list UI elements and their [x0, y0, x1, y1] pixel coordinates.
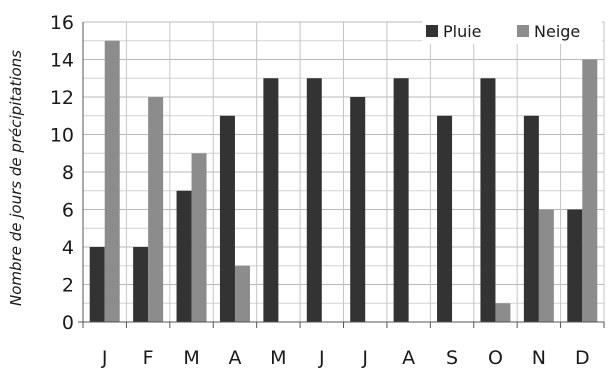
y-tick-label: 6	[62, 200, 74, 222]
y-tick-label: 2	[62, 275, 74, 297]
bar-neige-2	[191, 153, 207, 322]
legend-swatch-pluie	[426, 25, 438, 37]
bar-pluie-4	[263, 78, 279, 322]
bar-pluie-5	[306, 78, 322, 322]
bar-pluie-7	[393, 78, 409, 322]
x-tick-label: J	[318, 347, 325, 369]
x-tick-label: A	[402, 347, 415, 369]
bar-pluie-0	[89, 247, 105, 322]
y-tick-label: 12	[50, 87, 74, 109]
x-tick-label: D	[575, 347, 590, 369]
y-tick-label: 4	[62, 237, 74, 259]
bar-pluie-3	[219, 115, 235, 322]
x-tick-label: O	[488, 347, 503, 369]
bar-pluie-8	[437, 115, 453, 322]
y-tick-label: 14	[50, 50, 74, 72]
x-tick-label: M	[270, 347, 286, 369]
x-tick-label: N	[532, 347, 546, 369]
legend-swatch-neige	[517, 25, 529, 37]
bar-pluie-6	[350, 97, 366, 322]
bars	[89, 40, 598, 322]
y-tick-labels: 0 2 4 6 8 10 12 14 16	[50, 12, 74, 334]
y-tick-label: 0	[62, 312, 74, 334]
bar-pluie-10	[523, 115, 539, 322]
bar-neige-0	[104, 40, 120, 322]
y-tick-label: 10	[50, 125, 74, 147]
legend-background	[422, 18, 602, 44]
y-tick-label: 8	[62, 162, 74, 184]
x-tick-label: J	[361, 347, 368, 369]
x-tick-label: J	[101, 347, 108, 369]
bar-pluie-9	[480, 78, 496, 322]
bar-pluie-11	[567, 209, 583, 322]
axes	[78, 22, 605, 328]
x-tick-label: S	[446, 347, 458, 369]
bar-neige-10	[538, 209, 554, 322]
bar-neige-1	[148, 97, 164, 322]
legend-label-neige: Neige	[534, 22, 580, 41]
x-tick-label: A	[228, 347, 241, 369]
y-axis-label: Nombre de jours de précipitations	[7, 50, 25, 306]
x-tick-label: M	[183, 347, 199, 369]
bar-neige-11	[582, 59, 598, 322]
bar-pluie-1	[133, 247, 149, 322]
legend-label-pluie: Pluie	[443, 22, 482, 41]
x-tick-label: F	[143, 347, 154, 369]
bar-neige-3	[234, 265, 250, 322]
y-tick-label: 16	[50, 12, 74, 34]
legend: Pluie Neige	[422, 18, 602, 44]
bar-pluie-2	[176, 190, 192, 322]
bar-neige-9	[495, 303, 511, 322]
